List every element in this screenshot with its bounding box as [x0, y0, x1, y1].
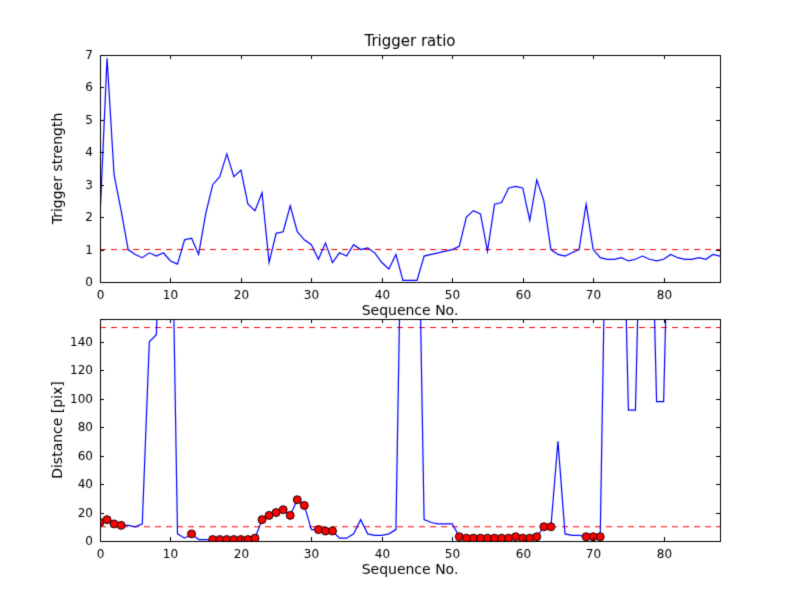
chart-canvas: [0, 0, 800, 600]
figure: [0, 0, 800, 600]
